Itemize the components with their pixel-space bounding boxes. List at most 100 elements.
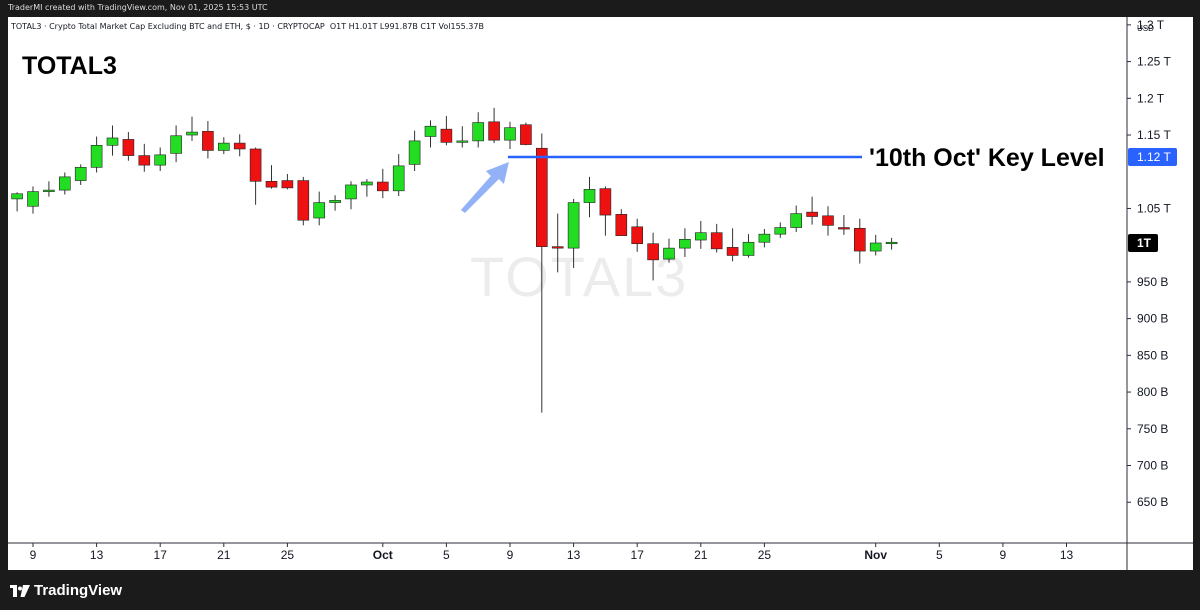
candle-body xyxy=(742,241,755,256)
y-tick-label: 1.05 T xyxy=(1137,201,1171,215)
tradingview-logo: TradingView xyxy=(10,582,122,599)
candle xyxy=(202,121,214,159)
candle xyxy=(58,172,71,195)
candle-body xyxy=(583,189,596,203)
candle-body xyxy=(615,214,628,236)
candle xyxy=(774,222,787,238)
candle xyxy=(838,215,850,235)
candle-body xyxy=(838,227,850,230)
candle-body xyxy=(631,226,644,245)
candle xyxy=(11,192,23,212)
candle xyxy=(233,134,246,157)
x-tick-label: 25 xyxy=(758,548,772,562)
symbol-watermark: TOTAL3 xyxy=(470,245,689,308)
y-tick-label: 750 B xyxy=(1137,422,1168,436)
candle-body xyxy=(392,165,405,192)
candle xyxy=(313,191,326,226)
candle-body xyxy=(329,200,341,203)
candle-body xyxy=(551,246,564,249)
candle-body xyxy=(520,124,532,145)
candle-body xyxy=(535,147,548,247)
candles xyxy=(11,107,898,413)
candle-body xyxy=(806,211,818,217)
brand-name: TradingView xyxy=(34,582,123,599)
candle xyxy=(551,213,564,273)
symbol-line: TOTAL3 · Crypto Total Market Cap Excludi… xyxy=(11,22,325,31)
candle xyxy=(647,232,659,281)
key-level-axis-tag xyxy=(1128,148,1177,167)
last-price-axis-tag xyxy=(1128,233,1158,252)
candle-body xyxy=(90,145,103,168)
y-tick-label: 1.2 T xyxy=(1137,91,1165,105)
candle-body xyxy=(504,127,516,141)
x-tick-label: 17 xyxy=(154,548,168,562)
key-level: '10th Oct' Key Level 1.12 T 1T xyxy=(460,144,1177,252)
candle-body xyxy=(11,193,23,200)
symbol-title: TOTAL3 xyxy=(22,52,117,80)
candle xyxy=(790,205,803,232)
candle xyxy=(806,196,818,225)
currency-label[interactable]: USD xyxy=(1137,24,1154,33)
candle-body xyxy=(790,213,803,228)
candle xyxy=(329,195,341,211)
candle xyxy=(615,209,628,236)
chart-pane[interactable] xyxy=(8,17,1193,570)
candle xyxy=(392,154,405,196)
candle xyxy=(885,237,898,250)
candle xyxy=(679,228,691,257)
candle-body xyxy=(647,243,659,261)
x-tick-label: 13 xyxy=(1060,548,1074,562)
candle xyxy=(74,164,87,185)
candle xyxy=(424,120,437,148)
candle xyxy=(265,165,278,189)
candle xyxy=(361,179,373,197)
candle-body xyxy=(361,181,373,186)
candle xyxy=(663,238,675,263)
x-tick-label: 21 xyxy=(694,548,708,562)
candle-body xyxy=(265,180,278,188)
y-tick-label: 850 B xyxy=(1137,348,1168,362)
y-tick-label: 800 B xyxy=(1137,385,1168,399)
candle-body xyxy=(74,167,87,181)
y-tick-label: 650 B xyxy=(1137,495,1168,509)
candle xyxy=(376,168,389,199)
x-tick-label: Oct xyxy=(373,548,393,562)
candle-body xyxy=(249,148,262,182)
candle xyxy=(440,115,453,146)
y-tick-label: 900 B xyxy=(1137,312,1168,326)
candle-body xyxy=(774,227,787,235)
candle-body xyxy=(345,184,357,200)
candle xyxy=(138,143,151,172)
candle xyxy=(599,186,612,236)
y-tick-label: 1.15 T xyxy=(1137,128,1171,142)
candle xyxy=(583,176,596,218)
x-tick-label: 13 xyxy=(567,548,581,562)
candle-body xyxy=(679,239,691,249)
candle xyxy=(742,234,755,258)
last-price-axis-label: 1T xyxy=(1137,236,1152,250)
candle xyxy=(535,133,548,413)
candle-body xyxy=(186,131,198,136)
candle-body xyxy=(297,180,310,221)
y-tick-label: 700 B xyxy=(1137,459,1168,473)
candle-body xyxy=(694,232,707,241)
candle xyxy=(90,136,103,173)
candle-body xyxy=(218,142,230,151)
candle-body xyxy=(43,189,55,192)
ohlc-values: O1T H1.01T L991.87B C1T Vol155.37B xyxy=(329,22,484,31)
candle xyxy=(345,181,357,210)
candle-body xyxy=(58,176,71,191)
candle-body xyxy=(106,137,119,146)
key-level-annotation: '10th Oct' Key Level xyxy=(869,144,1105,172)
candle xyxy=(249,147,262,205)
annotation-arrow xyxy=(460,162,509,214)
axes: 1.3 T 1.25 T 1.2 T 1.15 T 1.05 T 950 B 900 B 85… xyxy=(8,17,1193,570)
x-tick-label: 9 xyxy=(507,548,514,562)
candle-body xyxy=(122,139,135,156)
x-tick-label: 13 xyxy=(90,548,104,562)
tradingview-icon xyxy=(10,584,30,597)
candle xyxy=(504,121,516,149)
x-tick-label: 5 xyxy=(443,548,450,562)
candle-body xyxy=(170,135,182,154)
